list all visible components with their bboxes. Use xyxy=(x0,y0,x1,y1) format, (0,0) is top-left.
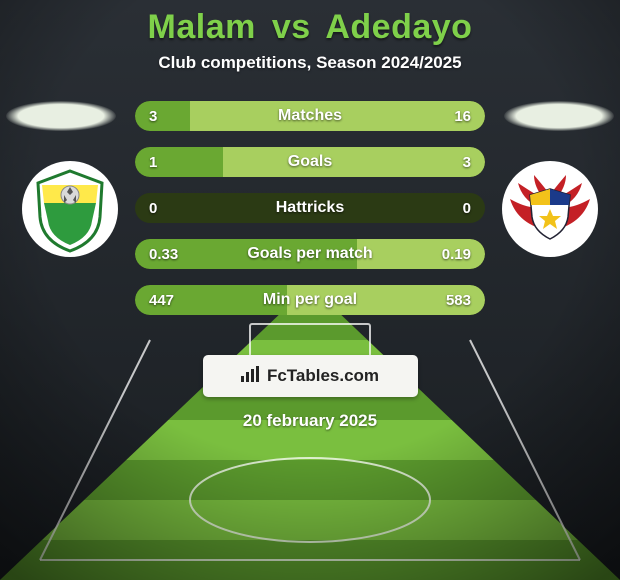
stat-row: 0.33 0.19 Goals per match xyxy=(135,239,485,269)
stat-label: Matches xyxy=(135,101,485,131)
stats-area: 3 16 Matches 1 3 Goals 0 0 Hattricks 0.3… xyxy=(0,101,620,351)
title-player-right: Adedayo xyxy=(325,8,472,46)
club-crest-right xyxy=(500,159,600,259)
stat-row: 3 16 Matches xyxy=(135,101,485,131)
stat-label: Goals per match xyxy=(135,239,485,269)
crest-left-svg xyxy=(20,159,120,259)
stat-label: Goals xyxy=(135,147,485,177)
subtitle: Club competitions, Season 2024/2025 xyxy=(0,53,620,73)
stat-row: 447 583 Min per goal xyxy=(135,285,485,315)
title-player-left: Malam xyxy=(148,8,256,46)
club-crest-left xyxy=(20,159,120,259)
bar-chart-icon xyxy=(241,366,261,387)
title-vs: vs xyxy=(272,8,311,46)
page-title: Malam vs Adedayo xyxy=(0,8,620,47)
stat-row: 1 3 Goals xyxy=(135,147,485,177)
stat-row: 0 0 Hattricks xyxy=(135,193,485,223)
crest-right-svg xyxy=(500,159,600,259)
player-name-ellipse-left xyxy=(6,101,116,131)
stat-bars: 3 16 Matches 1 3 Goals 0 0 Hattricks 0.3… xyxy=(135,101,485,331)
badge-text: FcTables.com xyxy=(267,366,379,386)
fctables-badge[interactable]: FcTables.com xyxy=(203,355,418,397)
player-name-ellipse-right xyxy=(504,101,614,131)
stat-label: Min per goal xyxy=(135,285,485,315)
date-text: 20 february 2025 xyxy=(0,411,620,431)
stat-label: Hattricks xyxy=(135,193,485,223)
